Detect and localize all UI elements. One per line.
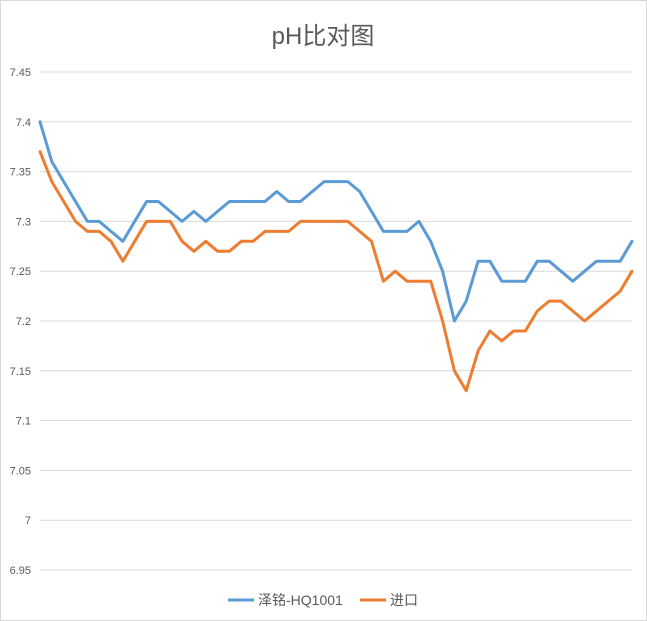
y-tick-label: 6.95 [10,565,31,577]
y-tick-label: 7 [25,515,31,527]
y-tick-label: 7.25 [10,266,31,278]
y-axis-ticks: 7.45 7.4 7.35 7.3 7.25 7.2 7.15 7.1 7.05 7 6.95 [10,67,31,577]
y-tick-label: 7.05 [10,465,31,477]
series-line-1 [38,150,634,393]
legend-label-0: 泽铭-HQ1001 [258,592,343,608]
chart-title: pH比对图 [272,23,375,50]
y-tick-label: 7.15 [10,366,31,378]
legend: 泽铭-HQ1001 进口 [228,592,418,608]
y-tick-label: 7.4 [16,117,31,129]
y-tick-label: 7.3 [16,216,31,228]
y-tick-label: 7.2 [16,316,31,328]
y-tick-label: 7.45 [10,67,31,79]
series-lines [38,120,634,393]
y-tick-label: 7.35 [10,167,31,179]
y-tick-label: 7.1 [16,416,31,428]
series-line-0 [38,120,634,323]
legend-label-1: 进口 [390,592,418,608]
gridlines [40,71,632,571]
